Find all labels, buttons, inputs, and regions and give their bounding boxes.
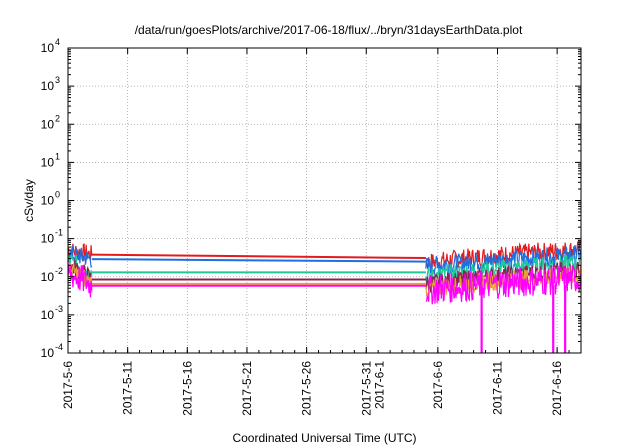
series-6-burst bbox=[67, 260, 93, 298]
x-tick-label-secondary: 2017-6-1 bbox=[372, 361, 386, 409]
y-tick-label: 10 bbox=[41, 232, 55, 246]
y-tick-exponent: 0 bbox=[55, 190, 60, 200]
series-6 bbox=[67, 260, 582, 305]
grid bbox=[67, 48, 581, 353]
x-axis-label: Coordinated Universal Time (UTC) bbox=[232, 431, 416, 445]
chart-title: /data/run/goesPlots/archive/2017-06-18/f… bbox=[135, 23, 523, 37]
x-tick-label: 2017-6-6 bbox=[431, 361, 445, 409]
y-tick-exponent: -1 bbox=[55, 228, 63, 238]
y-tick-label: 10 bbox=[41, 308, 55, 322]
plot-frame bbox=[67, 47, 582, 354]
x-tick-label: 2017-5-16 bbox=[180, 361, 194, 416]
x-tick-label: 2017-6-16 bbox=[550, 361, 564, 416]
y-tick-exponent: -3 bbox=[55, 304, 63, 314]
y-tick-exponent: -2 bbox=[55, 266, 63, 276]
y-tick-exponent: 4 bbox=[55, 37, 60, 47]
series-1-gap-line bbox=[91, 253, 426, 260]
series-layer bbox=[67, 238, 582, 353]
x-tick-label: 2017-5-21 bbox=[240, 361, 254, 416]
y-tick-exponent: -4 bbox=[55, 342, 63, 352]
y-tick-label: 10 bbox=[41, 117, 55, 131]
y-tick-label: 10 bbox=[41, 346, 55, 360]
x-tick-label: 2017-5-26 bbox=[300, 361, 314, 416]
y-tick-exponent: 2 bbox=[55, 113, 60, 123]
y-tick-exponent: 3 bbox=[55, 75, 60, 85]
x-tick-label: 2017-5-11 bbox=[121, 361, 135, 415]
y-tick-exponent: 1 bbox=[55, 151, 60, 161]
series-6-burst bbox=[425, 264, 582, 305]
y-tick-label: 10 bbox=[41, 270, 55, 284]
y-tick-label: 10 bbox=[41, 155, 55, 169]
x-tick-label: 2017-5-31 bbox=[359, 361, 373, 416]
y-tick-label: 10 bbox=[41, 79, 55, 93]
x-tick-label: 2017-6-11 bbox=[490, 361, 504, 415]
x-tick-label: 2017-5-6 bbox=[61, 361, 75, 409]
y-tick-label: 10 bbox=[41, 194, 55, 208]
y-axis-label: cSv/day bbox=[22, 179, 36, 222]
series-2-gap-line bbox=[91, 258, 426, 263]
y-tick-label: 10 bbox=[41, 41, 55, 55]
series-2-burst bbox=[67, 245, 93, 269]
